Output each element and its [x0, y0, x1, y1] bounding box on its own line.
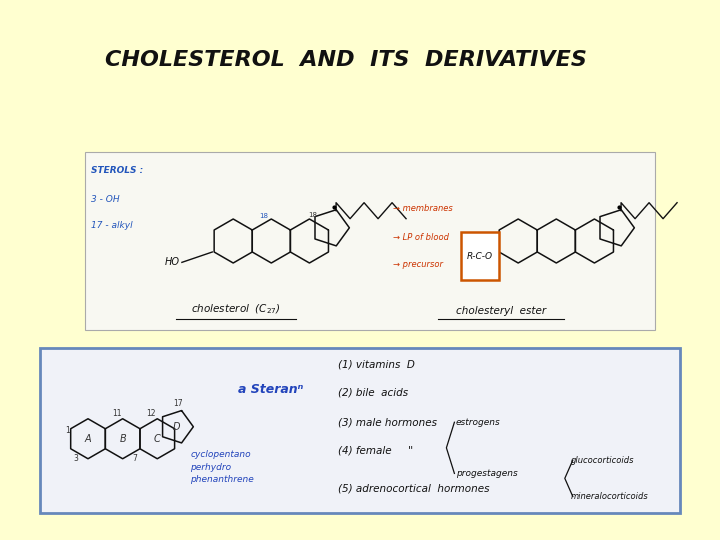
Text: 3: 3 [73, 454, 78, 463]
Text: B: B [120, 434, 126, 444]
Text: 18: 18 [258, 213, 268, 219]
Text: A: A [85, 434, 91, 444]
Text: D: D [173, 422, 180, 432]
Text: (2) bile  acids: (2) bile acids [338, 388, 408, 397]
Bar [40, 348, 680, 513]
Text: R-C-O: R-C-O [467, 252, 493, 261]
Text: (1) vitamins  D: (1) vitamins D [338, 360, 415, 369]
Text: 1: 1 [66, 426, 71, 435]
Text: 17: 17 [174, 400, 183, 408]
Text: → precursor: → precursor [393, 260, 443, 268]
Text: 11: 11 [112, 409, 122, 418]
Text: (4) female: (4) female [338, 446, 391, 455]
Text: 7: 7 [132, 454, 137, 463]
Text: 3 - OH: 3 - OH [91, 195, 120, 204]
Text: 18: 18 [308, 212, 317, 218]
Text: → membranes: → membranes [393, 205, 453, 213]
Text: a Steranⁿ: a Steranⁿ [238, 383, 304, 396]
Text: (5) adrenocortical  hormones: (5) adrenocortical hormones [338, 483, 489, 493]
Text: progestagens: progestagens [456, 469, 518, 478]
Text: 17 - alkyl: 17 - alkyl [91, 221, 132, 231]
Bar [85, 152, 655, 330]
Text: cyclopentano
perhydro
phenanthrene: cyclopentano perhydro phenanthrene [190, 450, 254, 484]
Text: C: C [154, 434, 161, 444]
Text: ": " [408, 446, 413, 455]
Text: glucocorticoids: glucocorticoids [571, 456, 635, 465]
Bar [462, 232, 499, 280]
Text: → LP of blood: → LP of blood [393, 233, 449, 242]
Text: 12: 12 [147, 409, 156, 418]
Text: (3) male hormones: (3) male hormones [338, 417, 436, 427]
Text: CHOLESTEROL  AND  ITS  DERIVATIVES: CHOLESTEROL AND ITS DERIVATIVES [105, 50, 587, 70]
Text: STEROLS :: STEROLS : [91, 166, 143, 176]
Text: HO: HO [165, 258, 180, 267]
Text: estrogens: estrogens [456, 418, 500, 427]
Text: cholesterol  ($C_{27}$): cholesterol ($C_{27}$) [192, 302, 281, 316]
Text: mineralocorticoids: mineralocorticoids [571, 492, 649, 501]
Text: cholesteryl  ester: cholesteryl ester [456, 306, 546, 316]
